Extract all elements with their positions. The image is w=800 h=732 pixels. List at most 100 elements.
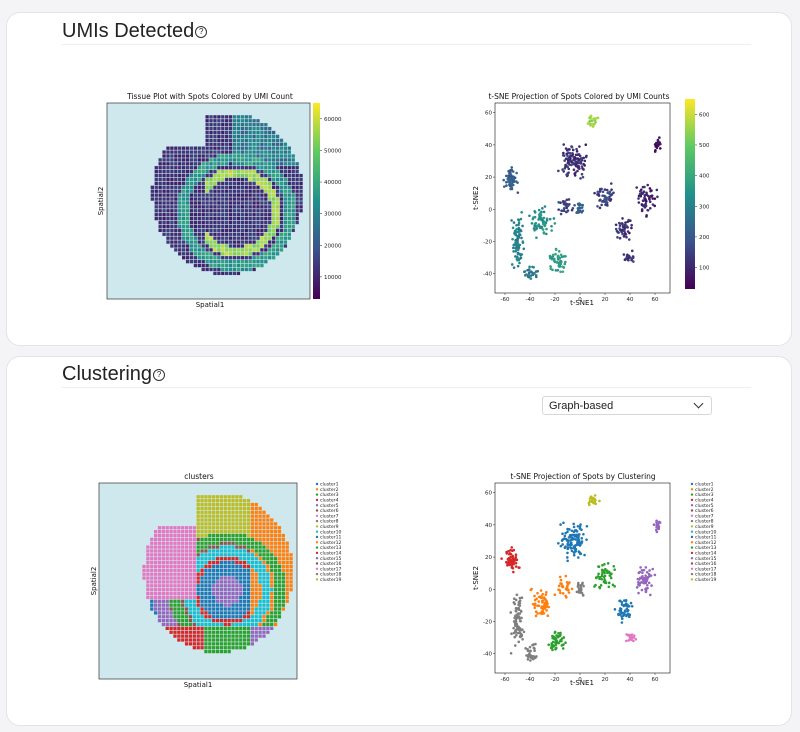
tissue-spot: [169, 615, 173, 619]
tissue-spot: [223, 518, 227, 522]
tissue-spot: [256, 197, 260, 201]
tissue-spot: [162, 162, 166, 166]
tissue-spot: [169, 568, 173, 572]
tissue-spot: [192, 588, 196, 592]
tissue-spot: [219, 499, 224, 503]
tsne-point: [515, 606, 518, 610]
tissue-spot: [181, 630, 185, 634]
tissue-spot: [236, 150, 241, 154]
tissue-spot: [268, 185, 272, 189]
tissue-spot: [279, 185, 284, 189]
tissue-spot: [192, 626, 196, 631]
tsne-point: [627, 254, 631, 258]
tissue-spot: [268, 213, 272, 217]
tissue-spot: [154, 173, 158, 178]
question-circle-icon[interactable]: ?: [195, 26, 208, 38]
tissue-spot: [193, 224, 198, 229]
tissue-spot: [204, 580, 208, 584]
tissue-spot: [173, 576, 177, 580]
x-tick-label: -20: [551, 677, 560, 683]
tsne-point: [593, 494, 597, 497]
tissue-spot: [197, 232, 201, 236]
tissue-spot: [256, 232, 260, 236]
tissue-spot: [252, 154, 256, 158]
tissue-umi-plot[interactable]: Tissue Plot with Spots Colored by UMI Co…: [95, 89, 345, 311]
tsne-point: [576, 169, 579, 173]
tissue-spot: [173, 634, 177, 638]
tissue-spot: [250, 603, 255, 607]
tissue-spot: [231, 502, 235, 507]
tissue-spot: [181, 564, 185, 569]
tissue-spot: [223, 634, 227, 638]
tissue-spot: [196, 595, 200, 600]
tsne-point: [516, 255, 519, 259]
tsne-point: [638, 192, 642, 196]
tsne-point: [577, 161, 581, 165]
tissue-spot: [196, 584, 200, 588]
tissue-spot: [208, 514, 212, 518]
tissue-spot: [197, 220, 201, 225]
tissue-spot: [158, 216, 162, 221]
tissue-spot: [227, 634, 231, 638]
tissue-spot: [221, 232, 225, 236]
tissue-spot: [223, 568, 227, 572]
tissue-spot: [205, 224, 209, 229]
tissue-spot: [197, 259, 201, 264]
tsne-point: [601, 194, 604, 198]
chart-title: t-SNE Projection of Spots by Clustering: [510, 472, 656, 481]
tissue-spot: [225, 228, 229, 233]
tsne-point: [509, 180, 512, 184]
tsne-point: [564, 545, 567, 548]
tissue-spot: [219, 576, 224, 580]
tissue-spot: [213, 271, 217, 276]
tissue-spot: [162, 158, 166, 162]
tissue-spot: [225, 224, 229, 229]
tissue-spot: [215, 584, 220, 588]
tissue-spot: [232, 197, 237, 201]
tsne-point: [579, 586, 583, 590]
tissue-spot: [219, 646, 224, 650]
tissue-spot: [242, 553, 247, 557]
tissue-spot: [146, 584, 150, 588]
tissue-spot: [174, 213, 178, 217]
tissue-spot: [157, 588, 162, 592]
tissue-spot: [291, 154, 295, 158]
tissue-spot: [205, 142, 209, 146]
tissue-spot: [258, 626, 262, 631]
tissue-spot: [270, 557, 274, 561]
tissue-clusters-plot[interactable]: clusters Spatial1 Spatial2 cluster1clust…: [89, 469, 359, 691]
tsne-point: [594, 498, 597, 502]
tissue-spot: [242, 572, 247, 576]
tissue-spot: [254, 618, 258, 623]
tissue-spot: [273, 557, 278, 561]
tissue-spot: [242, 549, 247, 553]
tissue-spot: [153, 533, 158, 538]
tissue-spot: [205, 209, 209, 213]
tissue-spot: [287, 228, 291, 233]
tissue-spot: [275, 162, 280, 166]
tissue-spot: [178, 197, 182, 201]
tsne-point: [630, 249, 634, 253]
tissue-spot: [252, 228, 256, 233]
tissue-spot: [142, 564, 146, 569]
tsne-point: [626, 634, 630, 637]
tissue-spot: [246, 502, 251, 507]
tissue-spot: [291, 166, 295, 170]
tissue-spot: [244, 197, 248, 201]
tissue-spot: [273, 529, 278, 534]
tsne-clusters-plot[interactable]: t-SNE Projection of Spots by Clustering …: [469, 469, 729, 691]
tissue-spot: [271, 134, 276, 139]
tissue-spot: [268, 126, 272, 131]
tissue-spot: [170, 173, 174, 178]
tissue-spot: [262, 572, 266, 576]
tissue-spot: [266, 560, 270, 565]
tissue-spot: [244, 185, 248, 189]
clustering-method-select[interactable]: Graph-based: [542, 396, 712, 415]
tsne-umi-plot[interactable]: t-SNE Projection of Spots Colored by UMI…: [469, 89, 709, 311]
tissue-spot: [208, 529, 212, 534]
tsne-point: [646, 586, 649, 590]
tsne-point: [514, 565, 518, 568]
tissue-spot: [166, 232, 170, 236]
tissue-spot: [193, 259, 198, 264]
question-circle-icon[interactable]: ?: [153, 369, 166, 381]
